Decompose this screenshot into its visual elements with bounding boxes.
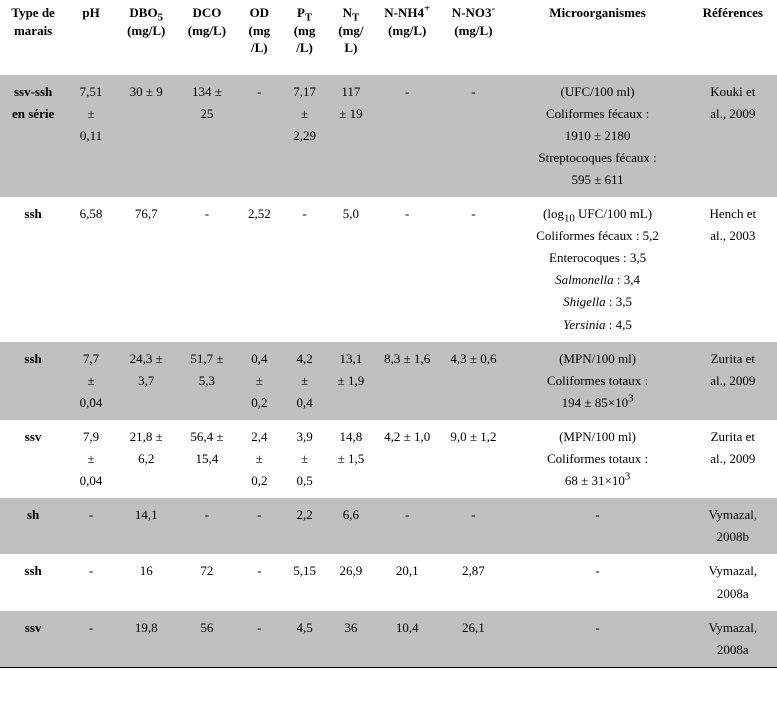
col-header-ref: Références [689,0,777,75]
cell-micro: (UFC/100 ml)Coliformes fécaux :1910 ± 21… [507,75,689,197]
cell-dco: 56,4 ±15,4 [177,420,238,498]
cell-nnh4: 8,3 ± 1,6 [374,342,440,420]
cell-dbo: 30 ± 9 [116,75,177,197]
cell-dco: 72 [177,554,238,610]
cell-ph: 6,58 [66,197,116,342]
cell-dbo: 14,1 [116,498,177,554]
col-header-nt: NT(mg/L) [328,0,374,75]
table-body: ssv-sshen série7,51±0,1130 ± 9134 ±25-7,… [0,75,777,668]
cell-type: ssh [0,554,66,610]
cell-pt: 4,5 [281,611,327,668]
cell-nno3: 4,3 ± 0,6 [440,342,506,420]
table-row: ssv7,9±0,0421,8 ±6,256,4 ±15,42,4±0,23,9… [0,420,777,498]
col-header-od: OD(mg/L) [237,0,281,75]
cell-micro: (MPN/100 ml)Coliformes totaux :68 ± 31×1… [507,420,689,498]
cell-dbo: 24,3 ±3,7 [116,342,177,420]
cell-ref: Vymazal,2008a [689,554,777,610]
table-row: ssh7,7±0,0424,3 ±3,751,7 ±5,30,4±0,24,2±… [0,342,777,420]
cell-od: - [237,75,281,197]
cell-dco: 56 [177,611,238,668]
cell-pt: 3,9±0,5 [281,420,327,498]
cell-pt: - [281,197,327,342]
cell-type: ssh [0,197,66,342]
cell-micro: (MPN/100 ml)Coliformes totaux :194 ± 85×… [507,342,689,420]
data-table: Type demarais pH DBO5(mg/L) DCO(mg/L) OD… [0,0,777,668]
table-row: sh-14,1--2,26,6---Vymazal,2008b [0,498,777,554]
cell-micro: - [507,498,689,554]
cell-dbo: 21,8 ±6,2 [116,420,177,498]
col-header-nnh4: N-NH4+(mg/L) [374,0,440,75]
cell-type: ssv [0,420,66,498]
cell-ref: Hench etal., 2003 [689,197,777,342]
cell-pt: 7,17±2,29 [281,75,327,197]
col-header-type: Type demarais [0,0,66,75]
cell-od: - [237,498,281,554]
cell-type: ssh [0,342,66,420]
cell-od: - [237,611,281,668]
col-header-micro: Microorganismes [507,0,689,75]
header-row: Type demarais pH DBO5(mg/L) DCO(mg/L) OD… [0,0,777,75]
cell-dco: - [177,197,238,342]
cell-nnh4: - [374,197,440,342]
table-row: ssv-19,856-4,53610,426,1-Vymazal,2008a [0,611,777,668]
cell-ref: Zurita etal., 2009 [689,420,777,498]
cell-pt: 5,15 [281,554,327,610]
cell-nt: 36 [328,611,374,668]
cell-nno3: 9,0 ± 1,2 [440,420,506,498]
cell-od: 2,4±0,2 [237,420,281,498]
table-row: ssh6,5876,7-2,52-5,0--(log10 UFC/100 mL)… [0,197,777,342]
cell-nt: 26,9 [328,554,374,610]
cell-micro: - [507,554,689,610]
cell-ref: Kouki etal., 2009 [689,75,777,197]
cell-od: - [237,554,281,610]
col-header-nno3: N-NO3-(mg/L) [440,0,506,75]
cell-od: 0,4±0,2 [237,342,281,420]
cell-nt: 117± 19 [328,75,374,197]
cell-nnh4: 20,1 [374,554,440,610]
cell-type: sh [0,498,66,554]
cell-ref: Vymazal,2008b [689,498,777,554]
cell-ph: - [66,554,116,610]
cell-nno3: 26,1 [440,611,506,668]
col-header-dco: DCO(mg/L) [177,0,238,75]
cell-ph: 7,9±0,04 [66,420,116,498]
cell-ph: - [66,498,116,554]
cell-type: ssv-sshen série [0,75,66,197]
cell-dco: - [177,498,238,554]
cell-dbo: 19,8 [116,611,177,668]
cell-ph: 7,51±0,11 [66,75,116,197]
cell-dbo: 16 [116,554,177,610]
col-header-ph: pH [66,0,116,75]
cell-nnh4: - [374,75,440,197]
cell-pt: 4,2±0,4 [281,342,327,420]
cell-ph: 7,7±0,04 [66,342,116,420]
cell-nno3: - [440,197,506,342]
cell-od: 2,52 [237,197,281,342]
cell-dbo: 76,7 [116,197,177,342]
cell-type: ssv [0,611,66,668]
cell-ph: - [66,611,116,668]
col-header-pt: PT(mg/L) [281,0,327,75]
cell-ref: Vymazal,2008a [689,611,777,668]
cell-nno3: - [440,498,506,554]
table-row: ssh-1672-5,1526,920,12,87-Vymazal,2008a [0,554,777,610]
cell-nt: 6,6 [328,498,374,554]
cell-dco: 51,7 ±5,3 [177,342,238,420]
cell-nt: 14,8± 1,5 [328,420,374,498]
cell-micro: - [507,611,689,668]
cell-pt: 2,2 [281,498,327,554]
cell-nt: 13,1± 1,9 [328,342,374,420]
cell-nnh4: 4,2 ± 1,0 [374,420,440,498]
cell-nt: 5,0 [328,197,374,342]
cell-ref: Zurita etal., 2009 [689,342,777,420]
col-header-dbo: DBO5(mg/L) [116,0,177,75]
cell-nno3: 2,87 [440,554,506,610]
table-row: ssv-sshen série7,51±0,1130 ± 9134 ±25-7,… [0,75,777,197]
cell-dco: 134 ±25 [177,75,238,197]
cell-micro: (log10 UFC/100 mL)Coliformes fécaux : 5,… [507,197,689,342]
cell-nnh4: - [374,498,440,554]
cell-nnh4: 10,4 [374,611,440,668]
cell-nno3: - [440,75,506,197]
